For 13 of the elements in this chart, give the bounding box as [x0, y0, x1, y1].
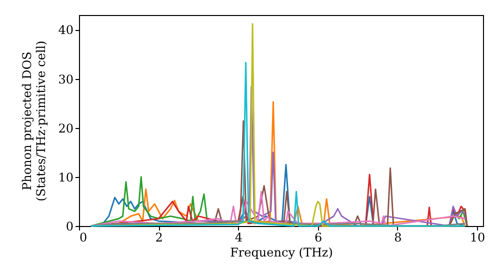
x-tick-label: 10 [470, 230, 486, 244]
y-tick-label: 20 [58, 121, 74, 136]
x-tick-label: 8 [394, 230, 402, 244]
y-axis-title: Phonon projected DOS (States/THz·primitive cell) [20, 40, 48, 202]
x-tick-label: 2 [155, 230, 163, 244]
y-tick-label: 30 [58, 72, 74, 86]
y-tick-label: 40 [58, 23, 74, 38]
x-tick-label: 0 [80, 230, 88, 244]
x-tick-label: 4 [234, 230, 243, 244]
y-tick-label: 0 [66, 220, 74, 234]
x-tick-label: 6 [314, 230, 322, 244]
x-axis-title: Frequency (THz) [230, 246, 333, 260]
y-tick-label: 10 [58, 170, 74, 184]
